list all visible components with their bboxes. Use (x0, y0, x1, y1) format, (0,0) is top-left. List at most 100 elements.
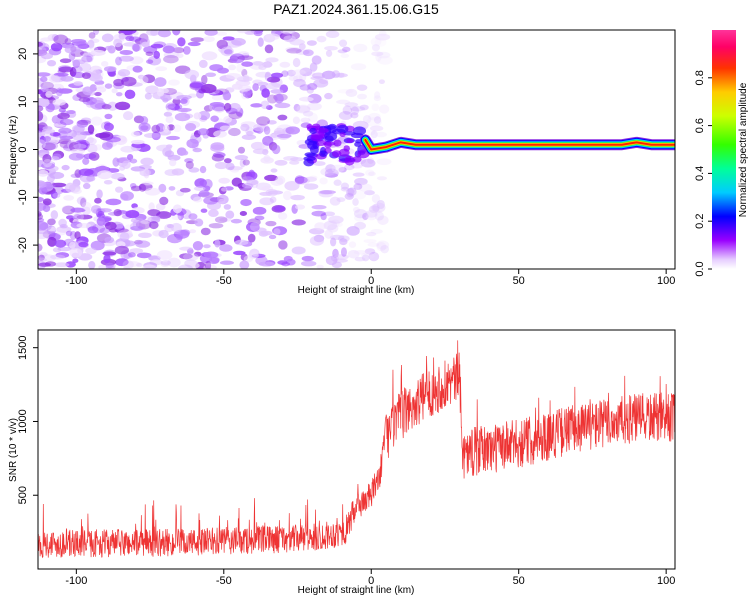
heatmap-blob (271, 72, 284, 79)
heatmap-blob (370, 229, 383, 234)
heatmap-blob (303, 158, 314, 167)
heatmap-blob (100, 61, 109, 67)
snr-y-ticks: 500 1000 1500 (17, 335, 38, 504)
heatmap-blob (241, 183, 254, 189)
heatmap-blob (231, 177, 242, 187)
heatmap-blob (113, 208, 122, 217)
snr-series-line (38, 340, 675, 559)
heatmap-blob (162, 124, 170, 133)
heatmap-blob (376, 242, 387, 252)
heatmap-blob (368, 251, 380, 262)
heatmap-blob (200, 227, 211, 236)
heatmap-blob (139, 168, 152, 177)
heatmap-blob (344, 193, 355, 200)
heatmap-blob (234, 239, 249, 246)
heatmap-blob (178, 264, 193, 269)
heatmap-blob (153, 50, 161, 59)
colorbar-tick-label: 0.6 (694, 118, 706, 133)
heatmap-blob (53, 34, 69, 45)
heatmap-blob (73, 125, 85, 136)
heatmap-blob (185, 161, 194, 169)
heatmap-blob (43, 136, 52, 142)
heatmap-blob (269, 196, 277, 203)
heatmap-blob (336, 124, 349, 134)
colorbar-ticks: 0.0 0.2 0.4 0.6 0.8 (694, 70, 712, 277)
heatmap-blob (146, 30, 161, 36)
heatmap-blob (158, 229, 169, 239)
heatmap-blob (308, 175, 318, 180)
heatmap-blob (114, 101, 131, 111)
heatmap-blob (119, 231, 130, 242)
heatmap-blob (42, 198, 52, 206)
heatmap-blob (63, 194, 75, 201)
heatmap-blob (166, 105, 175, 113)
spectrogram-y-ticks: -20 -10 0 10 20 (17, 48, 38, 253)
heatmap-blob (42, 154, 52, 164)
heatmap-blob (363, 129, 376, 136)
heatmap-blob (151, 124, 161, 134)
heatmap-blob (236, 63, 245, 73)
heatmap-blob (38, 72, 51, 77)
heatmap-blob (337, 88, 354, 94)
heatmap-blob (59, 58, 72, 64)
heatmap-blob (371, 203, 380, 212)
heatmap-blob (371, 51, 384, 57)
heatmap-blob (183, 252, 199, 261)
heatmap-blob (71, 59, 86, 65)
heatmap-blob (38, 229, 50, 235)
heatmap-blob (64, 45, 81, 54)
heatmap-blob (61, 205, 73, 214)
heatmap-blob (50, 210, 59, 220)
heatmap-blob (176, 94, 192, 100)
heatmap-blob (286, 69, 296, 77)
heatmap-blob (330, 219, 340, 228)
heatmap-blob (142, 181, 154, 186)
heatmap-blob (138, 232, 152, 239)
heatmap-blob (359, 104, 369, 111)
snr-x-tick-label: 50 (513, 575, 525, 587)
spectrogram-x-tick-label: -100 (65, 275, 87, 287)
heatmap-blob (380, 244, 390, 254)
heatmap-blob (378, 79, 385, 84)
heatmap-blob (223, 49, 233, 55)
heatmap-blob (179, 98, 188, 104)
heatmap-blob (59, 135, 74, 140)
heatmap-blob (223, 116, 232, 124)
heatmap-blob (78, 97, 91, 103)
heatmap-blob (40, 76, 48, 83)
heatmap-blob (125, 209, 140, 219)
heatmap-blob (225, 72, 241, 80)
heatmap-blob (210, 256, 220, 264)
heatmap-blob (38, 211, 42, 217)
heatmap-blob (356, 84, 368, 91)
heatmap-blob (324, 46, 338, 51)
heatmap-blob (301, 255, 314, 262)
heatmap-blob (76, 196, 87, 205)
heatmap-blob (318, 78, 329, 85)
heatmap-blob (198, 110, 211, 121)
heatmap-blob (168, 186, 176, 191)
heatmap-blob (41, 162, 55, 169)
heatmap-blob (309, 145, 319, 155)
heatmap-blob (342, 46, 351, 53)
heatmap-blob (337, 49, 348, 54)
heatmap-blob (203, 251, 219, 259)
heatmap-blob (101, 104, 112, 110)
heatmap-blob (274, 159, 288, 166)
heatmap-blob (347, 250, 360, 259)
heatmap-blob (369, 125, 384, 132)
heatmap-blob (219, 244, 233, 252)
heatmap-blob (376, 51, 391, 59)
heatmap-blob (253, 123, 267, 132)
heatmap-blob (155, 66, 168, 72)
heatmap-blob (47, 59, 57, 67)
heatmap-blob (136, 262, 143, 268)
heatmap-blob (219, 260, 235, 265)
heatmap-blob (87, 143, 98, 154)
spectrogram-x-axis-label: Height of straight line (km) (298, 285, 415, 296)
heatmap-blob (352, 156, 362, 163)
heatmap-blob (163, 111, 173, 117)
heatmap-blob (294, 175, 305, 185)
